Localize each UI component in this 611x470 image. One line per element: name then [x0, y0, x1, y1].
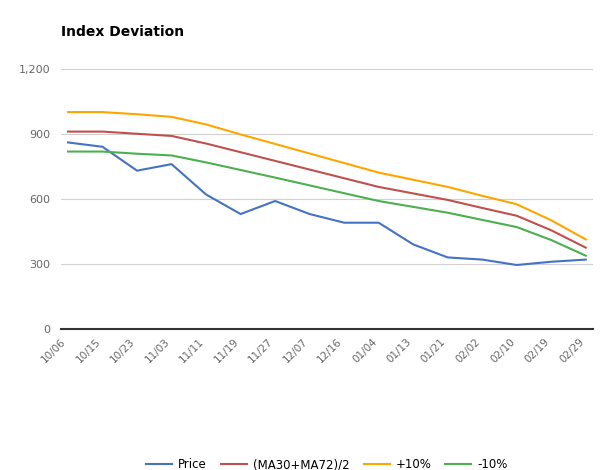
- -10%: [202, 160, 210, 165]
- Price: [547, 259, 555, 265]
- Price: [168, 161, 175, 167]
- +10%: [547, 218, 555, 223]
- Price: [237, 211, 244, 217]
- -10%: [64, 149, 71, 154]
- -10%: [306, 182, 313, 188]
- +10%: [409, 177, 417, 182]
- Price: [340, 220, 348, 226]
- +10%: [444, 184, 452, 190]
- -10%: [133, 151, 141, 157]
- +10%: [168, 114, 175, 120]
- -10%: [237, 167, 244, 173]
- (MA30+MA72)/2: [168, 133, 175, 139]
- -10%: [99, 149, 106, 154]
- +10%: [375, 170, 382, 175]
- Price: [306, 211, 313, 217]
- -10%: [444, 210, 452, 216]
- (MA30+MA72)/2: [409, 191, 417, 196]
- +10%: [64, 109, 71, 115]
- Price: [133, 168, 141, 173]
- Price: [478, 257, 486, 262]
- Price: [375, 220, 382, 226]
- -10%: [582, 253, 590, 258]
- +10%: [340, 160, 348, 166]
- Price: [409, 242, 417, 247]
- +10%: [99, 109, 106, 115]
- -10%: [271, 175, 279, 180]
- +10%: [582, 236, 590, 242]
- Price: [582, 257, 590, 262]
- -10%: [478, 217, 486, 223]
- (MA30+MA72)/2: [271, 158, 279, 164]
- -10%: [375, 198, 382, 204]
- (MA30+MA72)/2: [340, 175, 348, 181]
- (MA30+MA72)/2: [444, 197, 452, 203]
- (MA30+MA72)/2: [237, 149, 244, 155]
- +10%: [202, 122, 210, 127]
- Price: [64, 140, 71, 145]
- +10%: [478, 193, 486, 199]
- (MA30+MA72)/2: [64, 129, 71, 134]
- +10%: [306, 151, 313, 157]
- Legend: Price, (MA30+MA72)/2, +10%, -10%: Price, (MA30+MA72)/2, +10%, -10%: [141, 454, 513, 470]
- Price: [202, 192, 210, 197]
- Line: +10%: +10%: [68, 112, 586, 239]
- (MA30+MA72)/2: [202, 141, 210, 146]
- (MA30+MA72)/2: [306, 167, 313, 172]
- (MA30+MA72)/2: [99, 129, 106, 134]
- Price: [271, 198, 279, 204]
- Text: Index Deviation: Index Deviation: [61, 25, 185, 39]
- -10%: [340, 190, 348, 196]
- (MA30+MA72)/2: [582, 245, 590, 251]
- Line: -10%: -10%: [68, 151, 586, 256]
- Line: Price: Price: [68, 142, 586, 265]
- (MA30+MA72)/2: [513, 213, 521, 219]
- -10%: [513, 224, 521, 230]
- -10%: [168, 153, 175, 158]
- (MA30+MA72)/2: [375, 184, 382, 190]
- (MA30+MA72)/2: [133, 131, 141, 137]
- +10%: [133, 111, 141, 117]
- -10%: [547, 237, 555, 243]
- +10%: [237, 132, 244, 137]
- Price: [513, 262, 521, 268]
- Price: [99, 144, 106, 149]
- (MA30+MA72)/2: [547, 227, 555, 233]
- +10%: [513, 202, 521, 207]
- +10%: [271, 141, 279, 147]
- (MA30+MA72)/2: [478, 205, 486, 211]
- Line: (MA30+MA72)/2: (MA30+MA72)/2: [68, 132, 586, 248]
- -10%: [409, 204, 417, 210]
- Price: [444, 255, 452, 260]
